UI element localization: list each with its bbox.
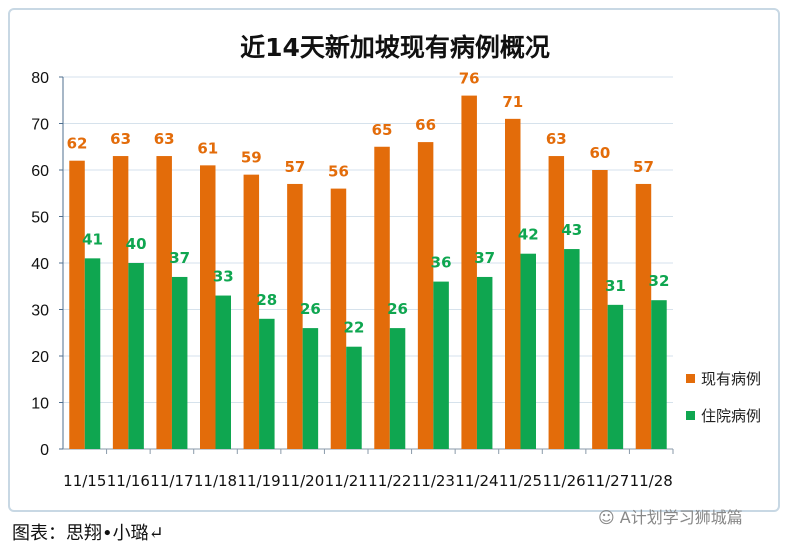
data-label: 32	[649, 272, 670, 290]
data-label: 71	[502, 93, 523, 111]
bar-current	[548, 156, 565, 450]
x-tick-label: 11/28	[630, 472, 673, 490]
data-label: 59	[241, 149, 262, 167]
bar-current	[112, 156, 129, 450]
data-label: 57	[633, 158, 654, 176]
x-tick-label: 11/18	[194, 472, 237, 490]
bar-hospitalized	[389, 328, 406, 449]
data-label: 63	[154, 130, 175, 148]
data-label: 31	[605, 277, 626, 295]
data-label: 56	[328, 163, 349, 181]
x-tick-label: 11/17	[150, 472, 193, 490]
y-tick-label: 60	[31, 163, 49, 180]
y-tick-label: 0	[40, 442, 49, 459]
bar-hospitalized	[215, 295, 231, 449]
data-label: 37	[474, 249, 495, 267]
bar-current	[635, 183, 652, 449]
data-label: 65	[372, 121, 393, 139]
bar-hospitalized	[651, 300, 667, 449]
bar-current	[461, 95, 477, 449]
x-tick-label: 11/19	[237, 472, 280, 490]
data-label: 61	[197, 139, 218, 157]
legend-label: 现有病例	[701, 370, 762, 388]
bar-hospitalized	[128, 263, 144, 449]
bar-hospitalized	[84, 258, 101, 449]
wechat-icon: ☺	[598, 508, 615, 527]
data-label: 42	[518, 226, 539, 244]
y-tick-label: 20	[31, 349, 49, 366]
data-label: 33	[213, 268, 234, 286]
bar-current	[330, 188, 347, 449]
x-tick-label: 11/25	[499, 472, 542, 490]
data-label: 37	[169, 249, 190, 267]
watermark: ☺ A计划学习狮城篇	[598, 504, 743, 528]
x-tick-label: 11/22	[368, 472, 411, 490]
bar-current	[156, 156, 172, 450]
bar-hospitalized	[259, 318, 275, 449]
legend-swatch	[686, 374, 695, 383]
bar-hospitalized	[476, 276, 493, 449]
data-label: 57	[284, 158, 305, 176]
x-tick-label: 11/23	[412, 472, 455, 490]
data-label: 66	[415, 116, 436, 134]
bar-hospitalized	[302, 328, 319, 449]
data-label: 63	[546, 130, 567, 148]
x-tick-label: 11/21	[325, 472, 368, 490]
data-label: 40	[126, 235, 147, 253]
legend-swatch	[686, 411, 695, 420]
data-label: 76	[459, 70, 480, 88]
bar-hospitalized	[607, 304, 624, 449]
data-label: 43	[561, 221, 582, 239]
data-label: 62	[67, 135, 88, 153]
bar-current	[287, 183, 303, 449]
y-tick-label: 40	[31, 256, 49, 273]
bar-current	[69, 160, 85, 449]
bar-current	[243, 174, 260, 449]
caption: 图表：思翔•小璐↵	[12, 523, 164, 544]
data-label: 26	[387, 300, 408, 318]
x-tick-label: 11/24	[455, 472, 498, 490]
bar-current	[374, 146, 390, 449]
bar-current	[200, 165, 216, 449]
data-label: 22	[344, 319, 365, 337]
x-tick-label: 11/16	[107, 472, 150, 490]
x-tick-label: 11/27	[586, 472, 629, 490]
bar-hospitalized	[433, 281, 449, 449]
data-label: 41	[82, 230, 103, 248]
bar-current	[505, 118, 521, 449]
legend-item-current: 现有病例	[686, 368, 761, 389]
data-label: 26	[300, 300, 321, 318]
legend-label: 住院病例	[701, 407, 762, 425]
bar-hospitalized	[520, 253, 536, 449]
bar-hospitalized	[171, 276, 188, 449]
legend-item-hospitalized: 住院病例	[686, 405, 761, 426]
y-tick-label: 30	[31, 303, 49, 320]
y-tick-label: 70	[31, 117, 49, 134]
x-tick-label: 11/26	[542, 472, 585, 490]
y-tick-label: 50	[31, 210, 49, 227]
data-label: 60	[589, 144, 610, 162]
x-tick-label: 11/20	[281, 472, 324, 490]
bar-current	[417, 142, 434, 449]
watermark-text: A计划学习狮城篇	[619, 508, 743, 527]
bar-hospitalized	[564, 249, 580, 449]
y-tick-label: 10	[31, 396, 49, 413]
bar-hospitalized	[346, 346, 362, 449]
y-tick-label: 80	[31, 70, 49, 87]
bar-current	[592, 170, 608, 449]
chart-title: 近14天新加坡现有病例概况	[240, 33, 550, 62]
data-label: 36	[431, 254, 452, 272]
data-label: 63	[110, 130, 131, 148]
x-tick-label: 11/15	[63, 472, 106, 490]
data-label: 28	[256, 291, 277, 309]
